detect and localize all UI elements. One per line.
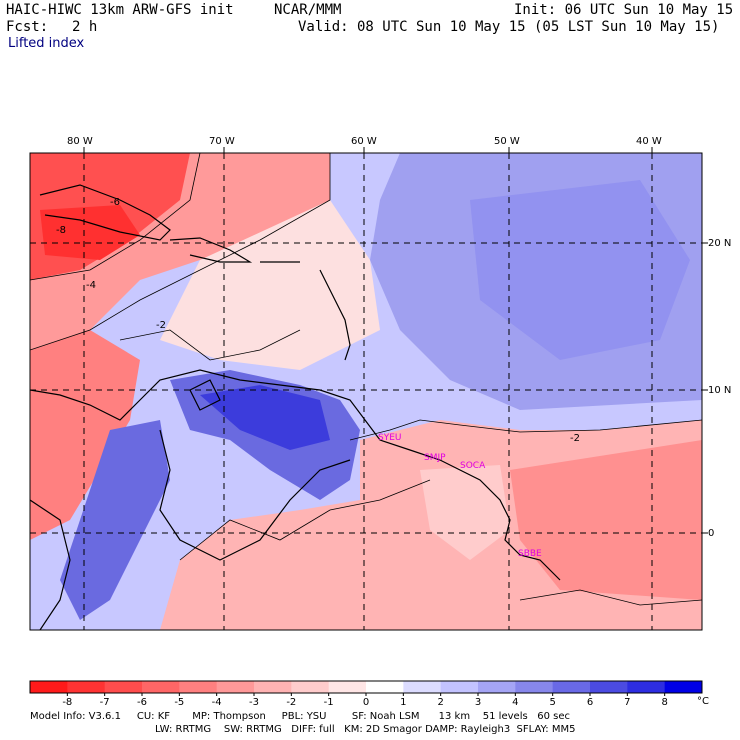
colorbar-swatch <box>179 681 218 693</box>
forecast-label: Fcst: <box>6 19 49 35</box>
stable-core-region <box>470 180 690 360</box>
venezuela-stable-core <box>200 385 330 450</box>
colorbar-label: -5 <box>174 697 184 708</box>
graticule-ticks <box>83 147 708 534</box>
colorbar-label: -8 <box>62 697 72 708</box>
model-info-line1: Model Info: V3.6.1 CU: KF MP: Thompson P… <box>30 711 570 722</box>
station-label-sbbe: SBBE <box>518 549 542 559</box>
contour-label: -4 <box>86 280 96 291</box>
colorbar-label: 8 <box>661 697 667 708</box>
colorbar-swatch <box>627 681 666 693</box>
colorbar-swatch <box>30 681 68 693</box>
colorbar-label: -2 <box>286 697 296 708</box>
map-frame <box>29 152 703 631</box>
colorbar-swatch <box>366 681 404 693</box>
colorbar-swatch <box>67 681 106 693</box>
lon-label-60w: 60 W <box>351 136 377 147</box>
colorbar-swatch <box>254 681 292 693</box>
colorbar-swatch <box>440 681 479 693</box>
station-label-smjp: SMJP <box>424 453 446 463</box>
lon-label-50w: 50 W <box>494 136 520 147</box>
station-label-syeu: SYEU <box>378 433 401 443</box>
colorbar-unit: °C <box>697 696 709 707</box>
atlantic-equatorial-unstable <box>510 440 702 600</box>
model-info-line2: LW: RRTMG SW: RRTMG DIFF: full KM: 2D Sm… <box>155 724 576 735</box>
lat-label-0: 0 <box>708 528 714 539</box>
contour-value-labels: -8 -6 -4 -2 -2 <box>56 197 580 444</box>
colorbar-swatch <box>104 681 143 693</box>
colorbar-label: -1 <box>324 697 334 708</box>
contour-label: -2 <box>156 320 166 331</box>
graticule <box>30 153 702 630</box>
map-fill <box>30 153 702 630</box>
colorbar <box>29 680 703 694</box>
lon-label-40w: 40 W <box>636 136 662 147</box>
lat-label-20n: 20 N <box>708 238 731 249</box>
colorbar-label: -7 <box>100 697 110 708</box>
coastlines <box>30 184 561 630</box>
contour-label: -8 <box>56 225 66 236</box>
colorbar-swatch <box>515 681 554 693</box>
longitude-labels: 80 W 70 W 60 W 50 W 40 W <box>67 136 662 147</box>
colorbar-swatch <box>216 681 255 693</box>
cuba-peak-region <box>40 205 140 260</box>
station-labels: SYEU SMJP SOCA SBBE <box>378 433 542 559</box>
colorbar-swatch <box>478 681 516 693</box>
colorbar-label: 3 <box>475 697 481 708</box>
colorbar-label: 5 <box>549 697 555 708</box>
colorbar-label: 7 <box>624 697 630 708</box>
forecast-hours: 2 h <box>72 19 98 35</box>
field-name: Lifted index <box>8 36 85 51</box>
colorbar-label: -3 <box>249 697 259 708</box>
lon-label-70w: 70 W <box>209 136 235 147</box>
colorbar-swatch <box>291 681 330 693</box>
contour-label: -6 <box>110 197 120 208</box>
model-title: HAIC-HIWC 13km ARW-GFS init <box>6 2 234 18</box>
colorbar-label: 1 <box>400 697 406 708</box>
station-label-soca: SOCA <box>460 461 486 471</box>
panama-unstable-region <box>30 330 140 540</box>
colorbar-label: 0 <box>363 697 369 708</box>
contour-label: -2 <box>570 433 580 444</box>
colorbar-label: -6 <box>137 697 147 708</box>
guiana-neutral-region <box>420 465 510 560</box>
valid-time: Valid: 08 UTC Sun 10 May 15 (05 LST Sun … <box>298 19 720 35</box>
colorbar-labels: -8 -7 -6 -5 -4 -3 -2 -1 0 1 2 3 4 5 6 7 8 <box>62 693 668 708</box>
neutral-band <box>160 200 380 370</box>
lon-label-80w: 80 W <box>67 136 93 147</box>
organization-label: NCAR/MMM <box>274 2 342 18</box>
colorbar-label: 2 <box>437 697 443 708</box>
colorbar-label: 4 <box>512 697 518 708</box>
lat-label-10n: 10 N <box>708 385 731 396</box>
colorbar-swatch <box>403 681 442 693</box>
colorbar-swatch <box>664 681 703 693</box>
colorbar-swatch <box>590 681 628 693</box>
andes-stable-region <box>60 420 170 620</box>
latitude-labels: 20 N 10 N 0 <box>708 238 731 539</box>
lifted-index-contours <box>30 153 702 606</box>
colorbar-swatch <box>328 681 367 693</box>
colorbar-swatch <box>142 681 180 693</box>
init-time: Init: 06 UTC Sun 10 May 15 <box>514 2 734 18</box>
colorbar-swatch <box>552 681 591 693</box>
colorbar-label: -4 <box>212 697 222 708</box>
colorbar-label: 6 <box>587 697 593 708</box>
